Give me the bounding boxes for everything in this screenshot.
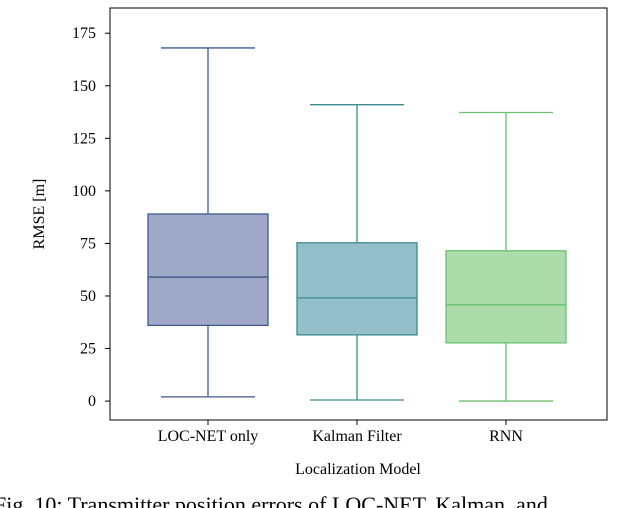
plot-frame	[109, 7, 608, 421]
x-axis-label: Localization Model	[295, 461, 421, 478]
box	[445, 250, 567, 344]
y-tick-label: 175	[72, 25, 96, 42]
x-tick-label: RNN	[489, 428, 523, 445]
x-tick-label: Kalman Filter	[312, 428, 402, 445]
y-tick-label: 150	[72, 78, 96, 95]
y-tick-label: 25	[80, 341, 96, 358]
y-axis-label: RMSE [m]	[31, 179, 48, 250]
y-tick-label: 100	[72, 183, 96, 200]
y-tick-label: 75	[80, 235, 96, 252]
y-tick-label: 125	[72, 130, 96, 147]
box	[296, 242, 418, 336]
y-tick-label: 50	[80, 288, 96, 305]
y-tick-label: 0	[88, 393, 96, 410]
box	[147, 213, 269, 327]
x-tick-label: LOC-NET only	[158, 428, 259, 445]
caption: Fig. 10: Transmitter position errors of …	[0, 492, 548, 508]
